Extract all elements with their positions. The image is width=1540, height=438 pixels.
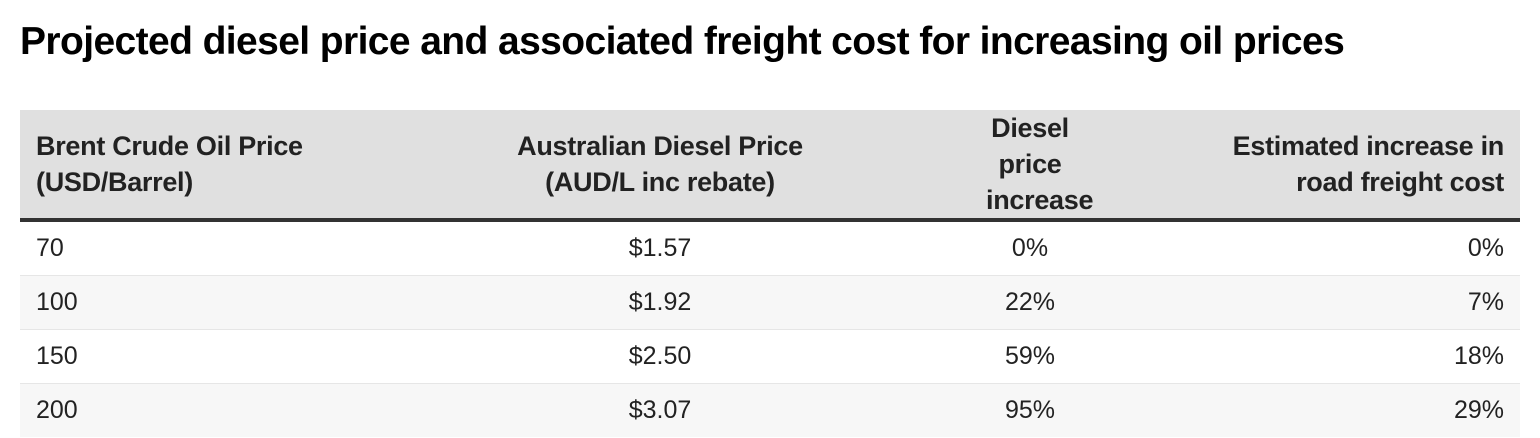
cell-brent-price: 70 [20,220,350,276]
cell-diesel-price: $1.92 [350,275,970,330]
header-line: road freight cost [1296,167,1504,197]
header-line: increase [986,185,1094,215]
header-line: Estimated increase in [1232,131,1505,161]
cell-diesel-price: $2.50 [350,329,970,384]
cell-freight-increase: 0% [1090,220,1520,276]
table-row: 100 $1.92 22% 7% [20,275,1520,330]
header-diesel-increase: Diesel price increase [970,110,1094,222]
header-line: (AUD/L inc rebate) [545,167,775,197]
cell-diesel-increase: 0% [970,220,1090,276]
page-title: Projected diesel price and associated fr… [20,20,1345,63]
cell-freight-increase: 7% [1090,275,1520,330]
cell-freight-increase: 29% [1453,396,1504,424]
header-freight-increase: Estimated increase in road freight cost [1090,110,1520,222]
header-diesel-price: Australian Diesel Price (AUD/L inc rebate… [350,110,970,222]
table-row: 70 $1.57 0% 0% [20,220,1520,276]
price-table: Brent Crude Oil Price (USD/Barrel) Austra… [20,110,1520,437]
cell-diesel-price: $1.57 [350,220,970,276]
cell-brent-price: 200 [36,396,78,424]
header-line: (USD/Barrel) [36,167,193,197]
cell-diesel-increase: 59% [970,329,1090,384]
cell-freight-increase: 18% [1090,329,1520,384]
cell-brent-price: 150 [20,329,350,384]
table-row: 150 $2.50 59% 18% [20,329,1520,384]
table-header-row: Brent Crude Oil Price (USD/Barrel) Austra… [20,110,1520,222]
header-line: Australian Diesel Price [517,131,803,161]
cell-diesel-increase: 22% [970,275,1090,330]
header-line: Brent Crude Oil Price [36,131,303,161]
table-row: 200 $3.07 95% 29% [20,383,1520,437]
header-brent-price: Brent Crude Oil Price (USD/Barrel) [20,110,350,222]
cell-diesel-price: $3.07 [628,396,692,424]
cell-brent-price: 100 [20,275,350,330]
header-line: Diesel price [991,113,1069,179]
cell-diesel-increase: 95% [1004,396,1056,424]
